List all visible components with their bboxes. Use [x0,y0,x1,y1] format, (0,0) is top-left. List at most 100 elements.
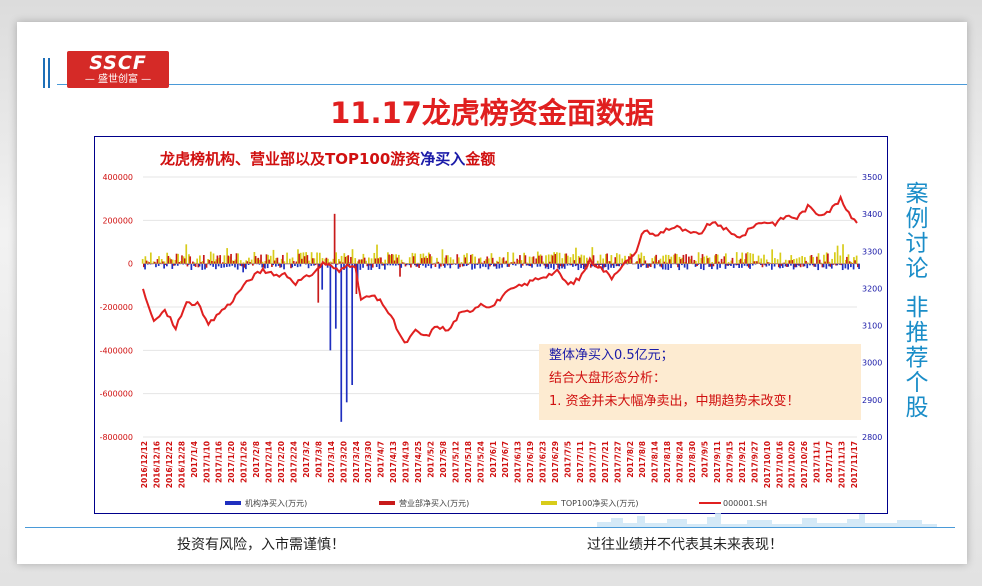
bar-institution [727,263,730,266]
bar-institution [735,263,738,266]
bar-institution [563,263,566,269]
bar-branch [764,263,767,266]
bar-top100 [294,263,297,264]
bar-institution [637,263,640,269]
x-tick-label: 2017/8/14 [651,441,660,483]
bar-institution [770,263,773,270]
bar-top100 [831,258,833,264]
bar-branch [783,262,786,264]
bar-institution [749,263,751,269]
bar-institution [790,263,792,266]
bar-branch [535,258,538,264]
x-tick-label: 2017/5/18 [464,441,473,483]
bar-branch [491,257,494,264]
bar-top100 [689,259,692,264]
bar-institution [359,263,362,270]
bar-institution [702,263,705,271]
bar-top100 [174,259,177,264]
bar-institution [174,263,176,266]
y-right-tick: 3300 [862,247,882,256]
y-right-tick: 3100 [862,322,882,331]
bar-top100 [602,258,605,264]
bar-institution [315,263,318,265]
bar-top100 [678,256,681,264]
bar-top100 [820,262,823,264]
bar-institution [403,263,405,265]
bar-branch [731,257,734,264]
bar-branch [480,262,483,264]
bar-branch [685,254,688,264]
bar-branch [502,257,505,264]
bar-top100 [408,257,411,264]
bar-institution [362,263,364,268]
bar-institution [446,263,449,266]
bar-institution [326,263,329,268]
x-tick-label: 2016/12/22 [165,441,174,488]
bar-top100 [406,263,408,264]
bar-top100 [447,255,449,264]
bar-top100 [392,254,395,264]
bar-top100 [316,252,318,264]
bar-institution [471,263,473,270]
x-tick-label: 2017/6/29 [551,441,560,483]
bar-institution [441,263,443,265]
bar-branch [366,263,369,267]
bar-institution [296,263,299,268]
bar-institution [452,263,454,265]
bar-branch [843,263,846,265]
bar-branch [854,260,856,264]
bar-institution [811,263,814,266]
bar-branch [619,263,622,264]
bar-top100 [362,253,365,264]
bar-branch [532,256,535,264]
bar-top100 [220,263,223,264]
bar-branch [712,263,715,267]
bar-branch [143,263,145,268]
bar-top100 [711,261,714,264]
bar-institution [313,263,315,266]
bar-institution [629,263,631,264]
bar-top100 [308,260,310,264]
bar-institution [146,263,149,265]
bar-branch [674,253,677,264]
x-tick-label: 2017/9/27 [750,441,759,483]
bar-branch [222,262,224,264]
bar-top100 [681,257,684,264]
bar-institution [721,263,724,265]
bar-institution [220,263,223,268]
bar-branch [750,263,753,264]
bar-top100 [348,262,351,264]
x-tick-label: 2017/3/30 [364,441,373,483]
bar-branch [772,263,775,264]
bar-institution [272,263,274,266]
x-tick-label: 2017/8/8 [638,441,647,478]
bar-branch [557,263,559,268]
bar-branch [791,260,794,264]
bar-branch [192,261,194,264]
bar-branch [216,255,219,264]
bar-branch [696,263,698,267]
bar-top100 [199,255,201,264]
bar-branch [767,262,769,264]
bar-institution [321,263,324,290]
bar-branch [617,263,619,266]
bar-top100 [286,252,288,264]
bar-top100 [828,261,831,264]
bar-institution [329,263,332,351]
bar-branch [688,256,690,264]
bar-branch [551,255,554,264]
bar-institution [544,263,547,269]
x-tick-label: 2017/11/17 [850,441,859,488]
bar-branch [576,263,579,266]
bar-branch [824,261,826,264]
bar-top100 [545,255,547,264]
bar-top100 [651,258,654,264]
x-tick-label: 2017/4/13 [389,441,398,483]
bar-institution [691,263,694,265]
bar-institution [419,263,422,265]
bar-institution [204,263,206,270]
bar-institution [288,263,291,265]
bar-top100 [305,252,308,264]
bar-top100 [419,253,422,264]
bar-top100 [586,257,588,264]
